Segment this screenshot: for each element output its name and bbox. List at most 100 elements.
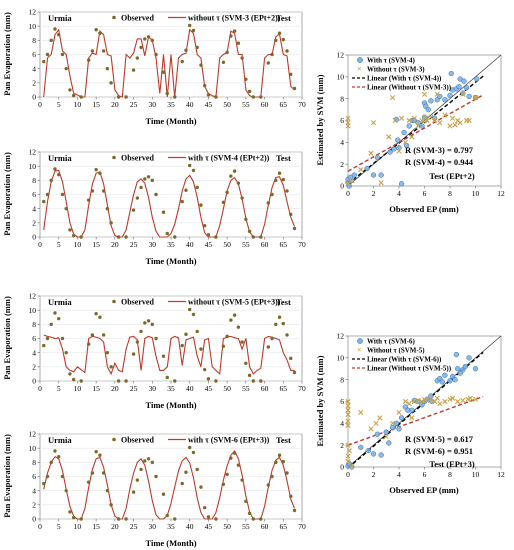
observed-point <box>199 347 203 351</box>
without-tau-point <box>437 120 443 126</box>
observed-point <box>98 171 102 175</box>
observed-point <box>229 456 233 460</box>
timeseries-panel-2: 0 2 4 6 8 10 12 0 5 10 15 20 25 30 35 40 45 50 55 60 65 70 U… <box>2 148 306 266</box>
observed-point <box>202 367 207 372</box>
without-tau-point <box>396 148 402 154</box>
with-tau-point <box>466 355 472 361</box>
observed-point <box>146 35 151 39</box>
observed-points <box>42 445 297 521</box>
observed-point <box>281 177 285 182</box>
observed-point <box>281 37 285 42</box>
y-tick-label: 12 <box>337 332 345 341</box>
observed-point <box>236 463 241 467</box>
observed-point <box>124 95 128 99</box>
test-label: Test <box>276 435 291 445</box>
without-tau-point <box>377 415 383 421</box>
observed-point <box>45 474 50 479</box>
observed-point <box>135 478 140 482</box>
without-tau-point <box>432 117 438 124</box>
observed-point <box>173 379 177 383</box>
without-tau-point <box>421 91 428 97</box>
y-tick-label: 0 <box>340 463 344 472</box>
observed-point <box>45 52 50 57</box>
observed-point <box>292 86 297 91</box>
observed-point <box>225 334 229 339</box>
without-tau-point <box>449 395 456 401</box>
observed-point <box>68 88 72 92</box>
observed-point <box>274 38 278 43</box>
x-axis-title: Time (Month) <box>145 256 196 266</box>
observed-point <box>165 231 169 236</box>
x-tick-label: 35 <box>167 522 175 531</box>
legend-observed-marker <box>112 299 116 304</box>
x-tick-label: 30 <box>149 522 157 531</box>
with-tau-point <box>474 76 480 82</box>
legend-linear-without-label: Linear (Without τ (SVM-5)) <box>367 365 452 373</box>
observed-point <box>191 450 196 455</box>
observed-point <box>49 178 53 183</box>
observed-point <box>229 34 233 38</box>
observed-point <box>42 343 46 348</box>
observed-point <box>180 343 184 348</box>
observed-point <box>42 481 46 486</box>
observed-point <box>57 316 61 321</box>
observed-point <box>277 453 282 457</box>
observed-point <box>195 45 199 50</box>
observed-point <box>285 49 289 53</box>
test-label: Test (EPt+2) <box>429 171 475 181</box>
without-tau-point <box>402 139 408 145</box>
y-axis-title: Pan Evaporation (mm) <box>2 12 12 96</box>
legend-without-marker: × <box>357 65 362 74</box>
legend-linear-with-label: Linear (With τ (SVM-6)) <box>367 356 442 364</box>
y-tick-label: 10 <box>29 444 37 453</box>
observed-point <box>244 499 248 503</box>
observed-point <box>266 483 271 487</box>
y-tick-label: 12 <box>337 51 345 60</box>
without-tau-point <box>378 180 384 186</box>
observed-point <box>225 50 229 55</box>
y-tick-label: 8 <box>32 458 36 467</box>
x-tick-label: 2 <box>372 470 376 479</box>
observed-point <box>135 340 140 344</box>
legend-model-label: without τ (SVM-5 (EPt+3)) <box>188 298 281 307</box>
observed-points <box>42 23 297 99</box>
observed-point <box>240 56 244 60</box>
without-tau-point <box>437 401 443 407</box>
observed-point <box>71 93 76 98</box>
observed-point <box>68 372 72 376</box>
observed-point <box>60 192 65 197</box>
observed-point <box>94 168 98 172</box>
x-tick-label: 45 <box>205 384 213 393</box>
with-tau-point <box>370 172 377 178</box>
y-axis-title: Estimated by SVM (mm) <box>315 74 325 165</box>
observed-point <box>64 66 68 71</box>
with-tau-point <box>461 78 467 84</box>
with-tau-point <box>398 415 405 421</box>
observed-point <box>195 329 199 334</box>
x-tick-label: 70 <box>298 384 306 393</box>
timeseries-panel-3: 0 2 4 6 8 10 12 0 5 10 15 20 25 30 35 40 45 50 55 60 65 70 U… <box>2 292 306 410</box>
model-line <box>43 28 295 98</box>
observed-point <box>214 95 218 99</box>
legend-with-marker <box>357 57 363 63</box>
with-tau-point <box>447 92 453 99</box>
with-tau-point <box>466 93 472 100</box>
observed-point <box>225 472 229 477</box>
x-tick-label: 5 <box>57 240 61 249</box>
x-tick-label: 55 <box>242 384 250 393</box>
with-tau-point <box>452 377 458 383</box>
with-tau-point <box>439 379 446 385</box>
observed-point <box>139 45 143 50</box>
scatter-panel-2: 0 2 4 6 8 10 12 0 2 4 6 8 10 12 With τ (SVM-6) × Wit… <box>315 332 505 495</box>
observed-point <box>109 503 113 507</box>
legend: With τ (SVM-4) × Without τ (SVM-3) Linea… <box>352 57 452 92</box>
without-tau-point <box>349 177 355 184</box>
scatter-points <box>345 351 479 470</box>
y-axis-title: Estimated by SVM (mm) <box>315 355 325 446</box>
observed-point <box>42 59 46 64</box>
x-tick-label: 45 <box>205 240 213 249</box>
without-tau-point <box>349 463 355 469</box>
test-label: Test <box>276 13 291 23</box>
with-tau-point <box>428 393 434 399</box>
observed-point <box>101 49 106 53</box>
